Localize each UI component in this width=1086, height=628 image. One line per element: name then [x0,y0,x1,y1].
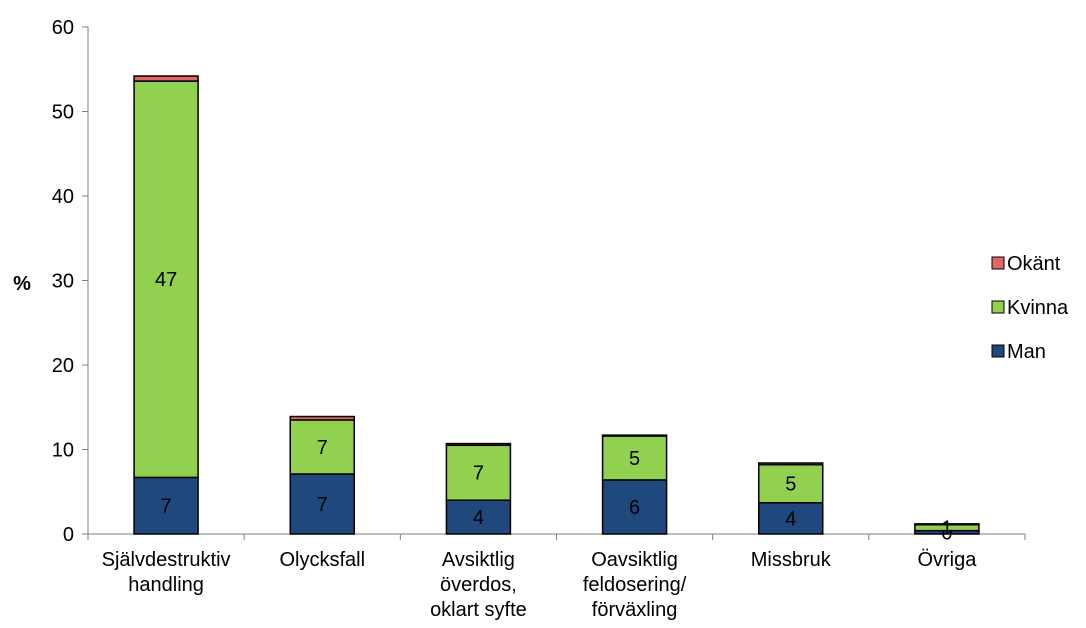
y-tick-label: 0 [63,524,74,546]
bar-segment-okänt [289,415,355,421]
x-tick-label: Självdestruktiv handling [102,549,231,596]
data-label: 47 [155,269,177,291]
data-label: 7 [317,437,328,459]
legend-item-kvinna: Kvinna [991,297,1069,319]
y-tick-label: 50 [52,102,74,124]
y-axis-label: % [13,273,31,295]
legend-swatch [991,300,1005,314]
bar-segment-okänt [133,75,199,82]
data-label: 7 [161,496,172,518]
bar-segment-man [445,499,512,535]
bar-segment-okänt [445,442,512,447]
x-tick-label: Missbruk [751,549,832,571]
data-label: 4 [473,507,484,529]
data-label: 6 [629,497,640,519]
y-tick-label: 30 [52,271,74,293]
bar-segment-kvinna [445,444,512,501]
legend-item-okänt: Okänt [991,253,1061,275]
data-label: 4 [785,508,796,530]
y-tick-label: 10 [52,440,74,462]
data-label: 5 [629,448,640,470]
data-label: 0 [941,522,952,544]
y-tick-label: 40 [52,186,74,208]
legend-label: Kvinna [1007,297,1069,319]
data-label: 1 [941,518,952,540]
legend-swatch [991,344,1005,358]
bar-segment-kvinna [133,80,199,479]
bar-segment-okänt [758,462,824,466]
legend-label: Man [1007,341,1046,363]
bar-segment-okänt [914,523,980,526]
y-tick-label: 20 [52,355,74,377]
legend-item-man: Man [991,341,1046,363]
bar-segment-kvinna [758,463,824,504]
legend: Okänt Kvinna Man [991,253,1069,363]
data-label: 7 [473,463,484,485]
x-tick-labels: Självdestruktiv handling Olycksfall Avsiktl… [102,549,978,621]
bar-segment-okänt [601,434,668,437]
legend-label: Okänt [1007,253,1061,275]
bar-segment-kvinna [289,419,355,475]
x-tick-label: Övriga [917,549,977,571]
x-tick-label: Olycksfall [279,549,365,571]
data-label: 5 [785,474,796,496]
data-label: 7 [317,494,328,516]
x-tick-label: Avsiktlig överdos, oklart syfte [430,549,527,621]
bar-segment-kvinna [601,435,668,481]
legend-swatch [991,256,1005,270]
x-tick-label: Oavsiktlig feldosering/förväxling [583,549,687,621]
y-tick-label: 60 [52,17,74,39]
